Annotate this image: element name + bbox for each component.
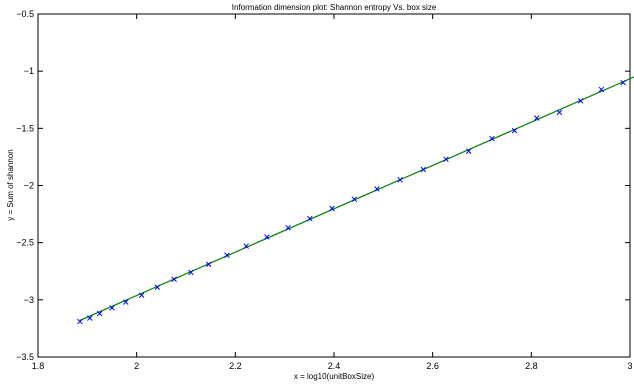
x-tick-label: 2.2	[229, 361, 242, 371]
data-point	[443, 156, 449, 162]
x-tick-label: 1.8	[32, 361, 45, 371]
ticks: 1.8 2 2.2 2.4 2.6 2.8 3 −3.5 −3 −2.5 −2 −1.5 −1 −0.5	[16, 9, 632, 371]
y-tick-label: −3	[24, 295, 34, 305]
x-axis-label: x = log10(unitBoxSize)	[294, 372, 375, 381]
y-tick-label: −3.5	[16, 352, 34, 362]
data-point	[329, 205, 335, 212]
data-point	[96, 310, 103, 317]
data-point	[243, 243, 249, 249]
y-tick-label: −0.5	[16, 9, 34, 19]
data-point	[109, 305, 115, 311]
y-axis-label: y = Sum of shannon	[6, 149, 15, 220]
data-point	[397, 177, 403, 183]
data-point	[154, 284, 161, 291]
data-point	[556, 109, 563, 116]
x-tick-label: 2.4	[328, 361, 341, 371]
data-point	[224, 252, 230, 258]
data-point	[87, 315, 93, 321]
chart-title: Information dimension plot: Shannon entr…	[232, 3, 437, 12]
data-point	[77, 318, 83, 325]
data-point	[138, 292, 145, 299]
fit-line-group	[79, 76, 634, 321]
fit-line	[79, 76, 634, 321]
markers-group	[77, 79, 626, 325]
x-tick-label: 2	[134, 361, 139, 371]
data-point	[307, 215, 313, 222]
data-point	[534, 115, 540, 121]
x-tick-label: 2.8	[525, 361, 538, 371]
data-point	[188, 269, 194, 276]
data-point	[285, 225, 291, 231]
data-point	[620, 79, 626, 86]
data-point	[205, 261, 212, 268]
data-point	[123, 299, 129, 305]
y-tick-label: −1	[24, 66, 34, 76]
data-point	[489, 135, 495, 142]
data-point	[598, 86, 605, 93]
y-tick-label: −2	[24, 181, 34, 191]
plot-area	[37, 13, 631, 358]
data-point	[577, 98, 584, 104]
y-tick-label: −2.5	[16, 238, 34, 248]
data-point	[171, 276, 177, 283]
data-point	[511, 127, 518, 134]
y-tick-label: −1.5	[16, 123, 34, 133]
data-point	[465, 148, 472, 154]
data-point	[374, 186, 380, 192]
data-point	[264, 234, 270, 240]
x-tick-label: 3	[627, 361, 632, 371]
data-point	[351, 196, 357, 202]
x-tick-label: 2.6	[426, 361, 439, 371]
data-point	[420, 166, 427, 173]
